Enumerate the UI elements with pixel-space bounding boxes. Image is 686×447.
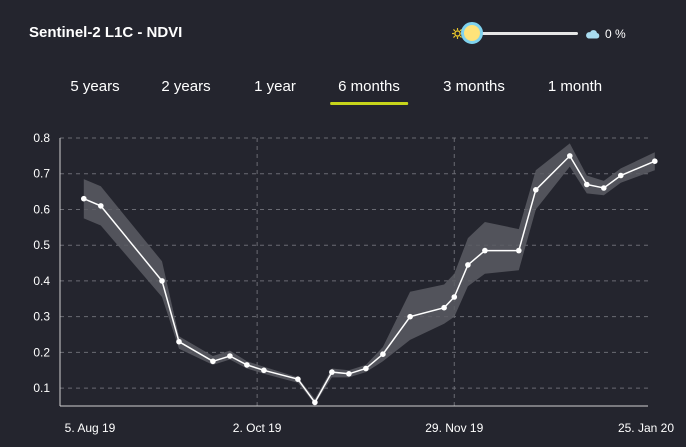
y-tick-label: 0.1	[33, 381, 50, 395]
y-tick-label: 0.6	[33, 202, 50, 216]
chart-title: Sentinel-2 L1C - NDVI	[29, 24, 183, 41]
ndvi-series-line	[83, 154, 656, 404]
ndvi-data-point	[652, 158, 658, 164]
ndvi-data-point	[329, 369, 335, 375]
ndvi-data-point	[533, 187, 539, 193]
y-tick-label: 0.8	[33, 131, 50, 145]
tab-5-years[interactable]: 5 years	[70, 78, 120, 95]
ndvi-data-point	[227, 353, 233, 359]
tab-2-years[interactable]: 2 years	[161, 78, 211, 95]
sun-icon	[452, 28, 463, 39]
cloud-coverage-control: 0 %	[452, 20, 652, 48]
ndvi-data-point	[465, 262, 471, 268]
ndvi-data-point	[380, 351, 386, 358]
ndvi-data-point	[312, 399, 318, 406]
time-range-tabs: 5 years 2 years 1 year 6 months 3 months…	[0, 78, 686, 110]
tab-1-year[interactable]: 1 year	[254, 78, 296, 95]
tab-6-months[interactable]: 6 months	[330, 78, 408, 105]
cloud-coverage-value: 0 %	[605, 27, 626, 41]
ndvi-data-point	[601, 185, 607, 191]
ndvi-data-point	[516, 247, 522, 254]
ndvi-data-point	[618, 172, 624, 179]
x-tick-label: 29. Nov 19	[425, 421, 483, 435]
ndvi-data-point	[346, 371, 352, 377]
cloud-slider-track[interactable]	[470, 32, 578, 35]
cloud-slider-handle[interactable]	[461, 22, 483, 44]
ndvi-data-point	[98, 203, 104, 209]
ndvi-data-point	[244, 362, 250, 368]
ndvi-data-point	[210, 358, 216, 365]
y-tick-label: 0.7	[33, 167, 50, 181]
y-tick-label: 0.5	[33, 238, 50, 252]
ndvi-data-point	[363, 365, 369, 372]
x-tick-label: 5. Aug 19	[65, 421, 116, 435]
ndvi-data-point	[81, 195, 87, 202]
ndvi-data-point	[176, 338, 182, 345]
ndvi-data-point	[584, 181, 590, 188]
tab-1-month[interactable]: 1 month	[547, 78, 603, 95]
ndvi-data-point	[261, 367, 267, 374]
ndvi-data-point	[441, 304, 447, 311]
ndvi-data-point	[482, 247, 488, 254]
ndvi-data-point	[407, 313, 413, 320]
x-tick-label: 25. Jan 20	[618, 421, 674, 435]
y-tick-label: 0.3	[33, 310, 50, 324]
ndvi-data-point	[567, 153, 573, 159]
ndvi-data-point	[295, 376, 301, 383]
ndvi-data-point	[451, 294, 458, 300]
x-tick-label: 2. Oct 19	[233, 421, 282, 435]
tab-3-months[interactable]: 3 months	[443, 78, 505, 95]
y-tick-label: 0.2	[33, 345, 50, 359]
ndvi-data-point	[159, 278, 165, 284]
cloud-icon	[586, 30, 600, 39]
y-tick-label: 0.4	[33, 274, 50, 288]
